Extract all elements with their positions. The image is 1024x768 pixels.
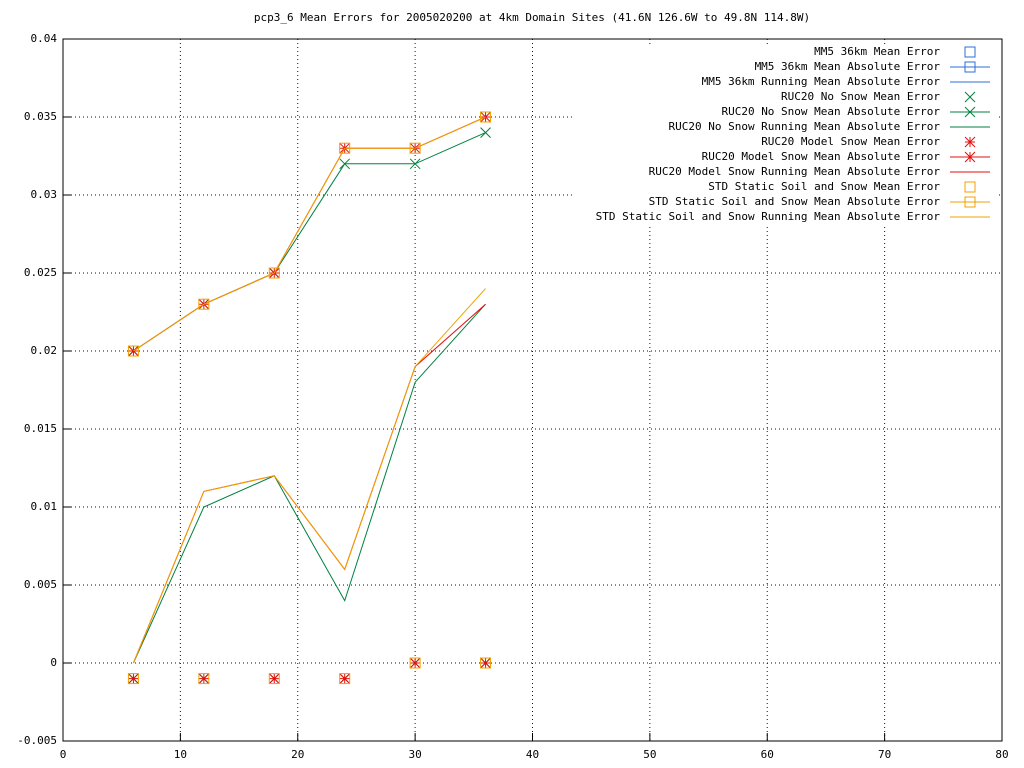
marker-shape xyxy=(268,267,280,279)
legend-label: RUC20 No Snow Mean Error xyxy=(781,90,940,103)
legend-label: RUC20 Model Snow Mean Error xyxy=(761,135,940,148)
marker xyxy=(409,142,421,154)
marker xyxy=(964,196,976,208)
x-tick-label: 20 xyxy=(291,748,304,761)
plot-border xyxy=(62,38,1003,742)
marker xyxy=(268,267,280,279)
y-tick-label: 0.025 xyxy=(24,266,57,279)
marker-shape xyxy=(964,181,976,193)
marker xyxy=(409,657,421,669)
y-tick-label: -0.005 xyxy=(17,734,57,747)
series-line xyxy=(132,303,486,664)
legend-background xyxy=(574,44,996,226)
y-tick-label: 0.01 xyxy=(31,500,58,513)
marker-shape xyxy=(964,106,976,118)
marker-shape xyxy=(409,142,421,154)
marker xyxy=(480,657,491,669)
marker xyxy=(964,91,976,103)
marker xyxy=(964,61,976,73)
marker-shape xyxy=(128,673,139,684)
x-tick-label: 60 xyxy=(761,748,774,761)
marker xyxy=(339,673,351,685)
marker xyxy=(409,657,421,669)
marker-shape xyxy=(339,142,351,154)
x-tick-label: 30 xyxy=(409,748,422,761)
legend-label: STD Static Soil and Snow Mean Error xyxy=(708,180,940,193)
y-tick-label: 0.035 xyxy=(24,110,57,123)
y-tick-label: 0.04 xyxy=(31,32,58,45)
marker xyxy=(480,127,491,138)
legend-label: RUC20 Model Snow Running Mean Absolute E… xyxy=(649,165,941,178)
marker xyxy=(339,158,351,170)
marker-shape xyxy=(339,673,351,685)
marker xyxy=(198,673,210,684)
marker xyxy=(964,136,976,148)
legend-label: STD Static Soil and Snow Mean Absolute E… xyxy=(649,195,941,208)
marker xyxy=(964,181,976,193)
marker xyxy=(339,673,351,684)
y-tick-label: 0.03 xyxy=(31,188,58,201)
x-tick-label: 0 xyxy=(60,748,67,761)
marker-shape xyxy=(268,673,280,685)
marker xyxy=(268,673,280,685)
marker-shape xyxy=(964,136,976,148)
marker-shape xyxy=(127,345,139,357)
marker xyxy=(198,298,210,310)
series-line xyxy=(133,116,486,352)
y-tick-label: 0 xyxy=(50,656,57,669)
x-tick-label: 40 xyxy=(526,748,539,761)
legend-label: RUC20 No Snow Running Mean Absolute Erro… xyxy=(668,120,940,133)
legend-label: RUC20 Model Snow Mean Absolute Error xyxy=(702,150,941,163)
y-tick-label: 0.005 xyxy=(24,578,57,591)
marker xyxy=(268,673,280,684)
x-tick-label: 50 xyxy=(643,748,656,761)
marker-shape xyxy=(198,298,210,310)
marker-shape xyxy=(268,673,280,684)
series-line xyxy=(132,288,486,664)
marker-shape xyxy=(409,158,421,170)
y-tick-label: 0.02 xyxy=(31,344,58,357)
marker-shape xyxy=(339,158,351,170)
legend-label: STD Static Soil and Snow Running Mean Ab… xyxy=(596,210,941,223)
marker xyxy=(409,158,421,170)
marker xyxy=(127,345,139,357)
marker-shape xyxy=(409,657,421,669)
marker xyxy=(480,657,492,669)
legend-label: MM5 36km Mean Error xyxy=(814,45,940,58)
marker-shape xyxy=(480,657,491,669)
marker-shape xyxy=(964,61,976,73)
marker xyxy=(964,46,976,58)
marker-shape xyxy=(964,196,976,208)
marker xyxy=(339,142,351,154)
legend-label: RUC20 No Snow Mean Absolute Error xyxy=(721,105,940,118)
marker-shape xyxy=(964,91,976,103)
legend-label: MM5 36km Running Mean Absolute Error xyxy=(702,75,941,88)
marker-shape xyxy=(409,657,421,669)
x-tick-label: 80 xyxy=(995,748,1008,761)
marker-shape xyxy=(480,111,492,123)
marker xyxy=(964,151,976,163)
marker xyxy=(127,673,139,685)
marker-shape xyxy=(964,46,976,58)
chart-title: pcp3_6 Mean Errors for 2005020200 at 4km… xyxy=(254,11,810,24)
marker xyxy=(480,111,492,123)
legend-label: MM5 36km Mean Absolute Error xyxy=(755,60,941,73)
marker xyxy=(198,673,210,685)
marker xyxy=(964,106,976,118)
x-tick-label: 70 xyxy=(878,748,891,761)
x-tick-label: 10 xyxy=(174,748,187,761)
marker-shape xyxy=(198,673,210,685)
marker xyxy=(128,673,139,684)
marker-shape xyxy=(198,673,210,684)
marker-shape xyxy=(964,151,976,163)
y-tick-label: 0.015 xyxy=(24,422,57,435)
marker-shape xyxy=(339,673,351,684)
marker-shape xyxy=(127,673,139,685)
marker-shape xyxy=(480,127,491,138)
marker-shape xyxy=(480,657,492,669)
